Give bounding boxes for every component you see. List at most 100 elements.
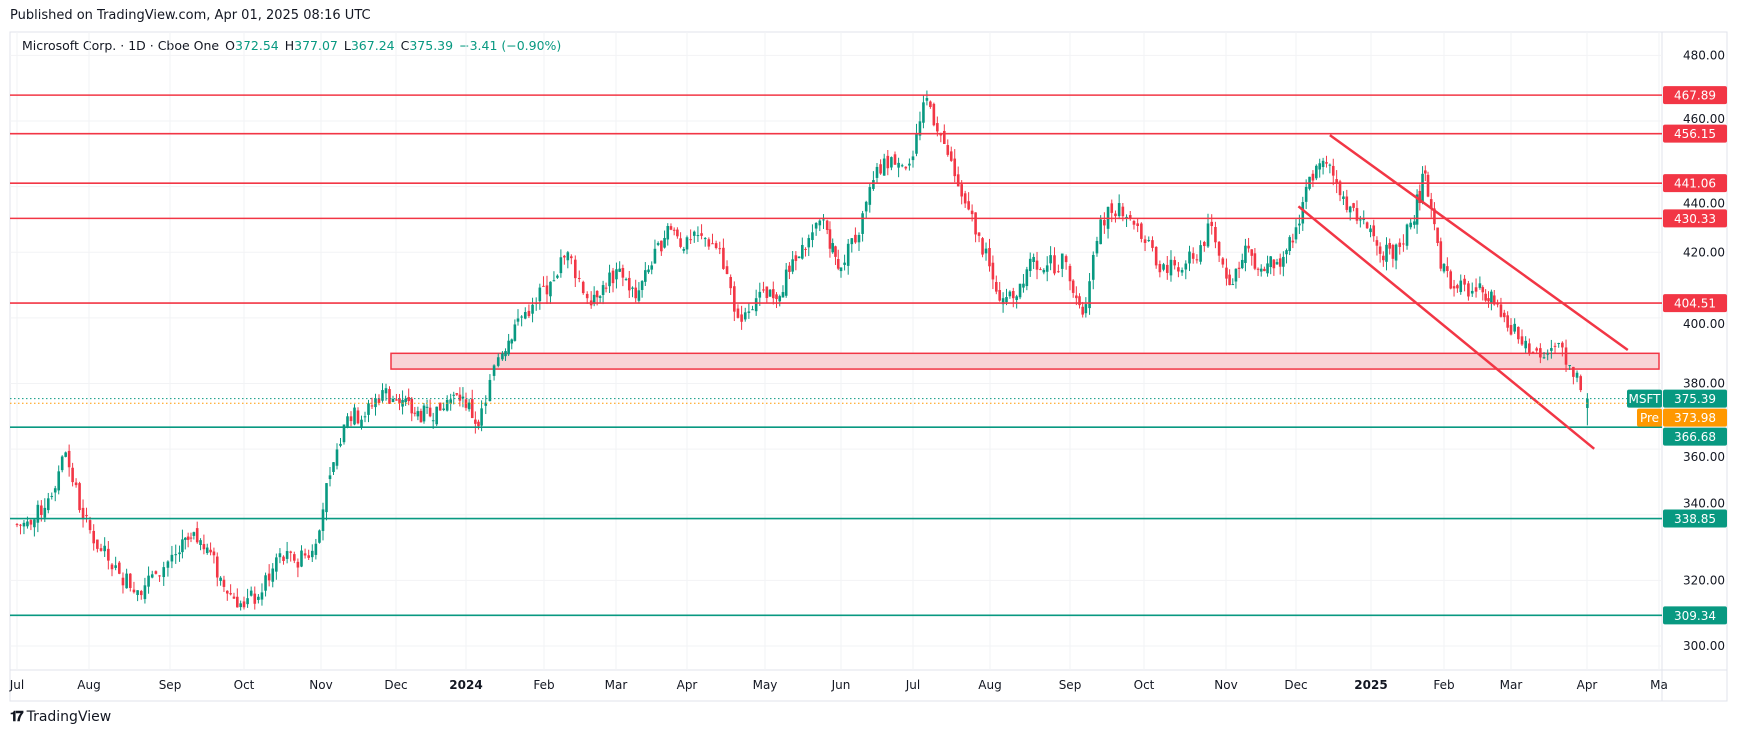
- candle: [549, 281, 552, 305]
- candle: [1140, 222, 1143, 243]
- candle: [209, 542, 212, 556]
- candle: [861, 210, 864, 242]
- candle: [647, 265, 650, 274]
- candle: [46, 492, 50, 514]
- candle: [1206, 213, 1210, 248]
- candle: [831, 238, 835, 254]
- candle: [1375, 236, 1379, 256]
- candle: [143, 577, 147, 604]
- candle: [740, 305, 743, 330]
- candle: [293, 551, 296, 564]
- candle: [470, 389, 474, 419]
- candle: [1225, 258, 1228, 286]
- candle: [563, 254, 566, 265]
- candle: [1409, 218, 1412, 230]
- chart-frame: [9, 31, 1728, 702]
- candle: [202, 534, 206, 555]
- candle: [762, 281, 765, 293]
- candle: [1355, 200, 1359, 225]
- candle: [974, 212, 977, 243]
- candle: [246, 588, 249, 608]
- candle: [650, 261, 654, 275]
- candle: [542, 276, 545, 287]
- candle: [1084, 297, 1088, 318]
- tradingview-logo[interactable]: 𝟏𝟕 TradingView: [10, 709, 111, 725]
- candle: [685, 235, 689, 255]
- candle: [679, 232, 682, 249]
- candle: [413, 406, 417, 417]
- candle: [825, 219, 829, 235]
- candle: [725, 260, 729, 275]
- candle: [15, 522, 19, 528]
- x-tick-label: Jul: [905, 678, 920, 692]
- candle: [631, 286, 634, 298]
- candle: [449, 393, 452, 411]
- candle: [1487, 291, 1490, 308]
- candle: [1128, 211, 1132, 221]
- candle: [872, 171, 875, 191]
- candle: [637, 282, 641, 304]
- resistance-zone[interactable]: [390, 352, 1660, 370]
- candle: [1506, 311, 1509, 332]
- candle: [1173, 256, 1176, 270]
- candle: [219, 576, 222, 586]
- candle: [332, 461, 335, 476]
- candle: [1234, 268, 1238, 289]
- candle: [1158, 260, 1162, 278]
- price-level-label: 338.85: [1674, 512, 1716, 526]
- candle: [516, 309, 520, 326]
- candle: [1045, 256, 1049, 282]
- candle: [349, 411, 353, 427]
- x-tick-label: Feb: [1433, 678, 1454, 692]
- candle: [1391, 243, 1395, 268]
- candle: [1071, 279, 1075, 298]
- candle: [1114, 210, 1117, 223]
- candle: [1247, 237, 1250, 253]
- candle: [1335, 170, 1338, 194]
- candle: [534, 297, 538, 311]
- published-note: Published on TradingView.com, Apr 01, 20…: [10, 8, 371, 23]
- candle: [1117, 194, 1121, 220]
- candle: [963, 190, 967, 208]
- candle: [722, 238, 725, 270]
- channel-trendline[interactable]: [1297, 205, 1595, 450]
- last-price-symbol-label-box: [1627, 389, 1662, 408]
- candle: [85, 507, 88, 523]
- candle: [278, 548, 282, 564]
- candle: [611, 267, 615, 293]
- candle: [1091, 251, 1095, 290]
- candle: [1398, 238, 1402, 255]
- candle: [1442, 263, 1446, 274]
- candle: [328, 467, 332, 487]
- candle: [1244, 238, 1247, 272]
- candle: [242, 596, 246, 610]
- candle: [1078, 293, 1081, 309]
- candle: [1372, 219, 1376, 242]
- candle: [814, 222, 818, 236]
- x-tick-label: Jun: [831, 678, 851, 692]
- close-number: 375.39: [409, 38, 454, 53]
- candle: [1132, 219, 1136, 230]
- candle: [566, 250, 570, 269]
- candle: [984, 242, 988, 261]
- candle: [442, 402, 445, 412]
- candle: [162, 561, 166, 586]
- candle: [50, 492, 54, 500]
- candle: [1203, 240, 1206, 252]
- x-tick-label: Mar: [1500, 678, 1523, 692]
- candle: [1429, 192, 1433, 218]
- candle: [640, 280, 644, 298]
- x-tick-label: May: [753, 678, 778, 692]
- candle: [768, 289, 772, 297]
- x-tick-label: Dec: [1284, 678, 1307, 692]
- candle: [1463, 274, 1466, 292]
- candle: [370, 397, 374, 410]
- candle: [1321, 157, 1325, 175]
- channel-trendline[interactable]: [1329, 134, 1629, 352]
- candle: [1586, 393, 1589, 426]
- candle: [275, 553, 278, 580]
- candle: [57, 465, 61, 495]
- candle: [1278, 253, 1282, 275]
- low-label: L: [343, 38, 351, 53]
